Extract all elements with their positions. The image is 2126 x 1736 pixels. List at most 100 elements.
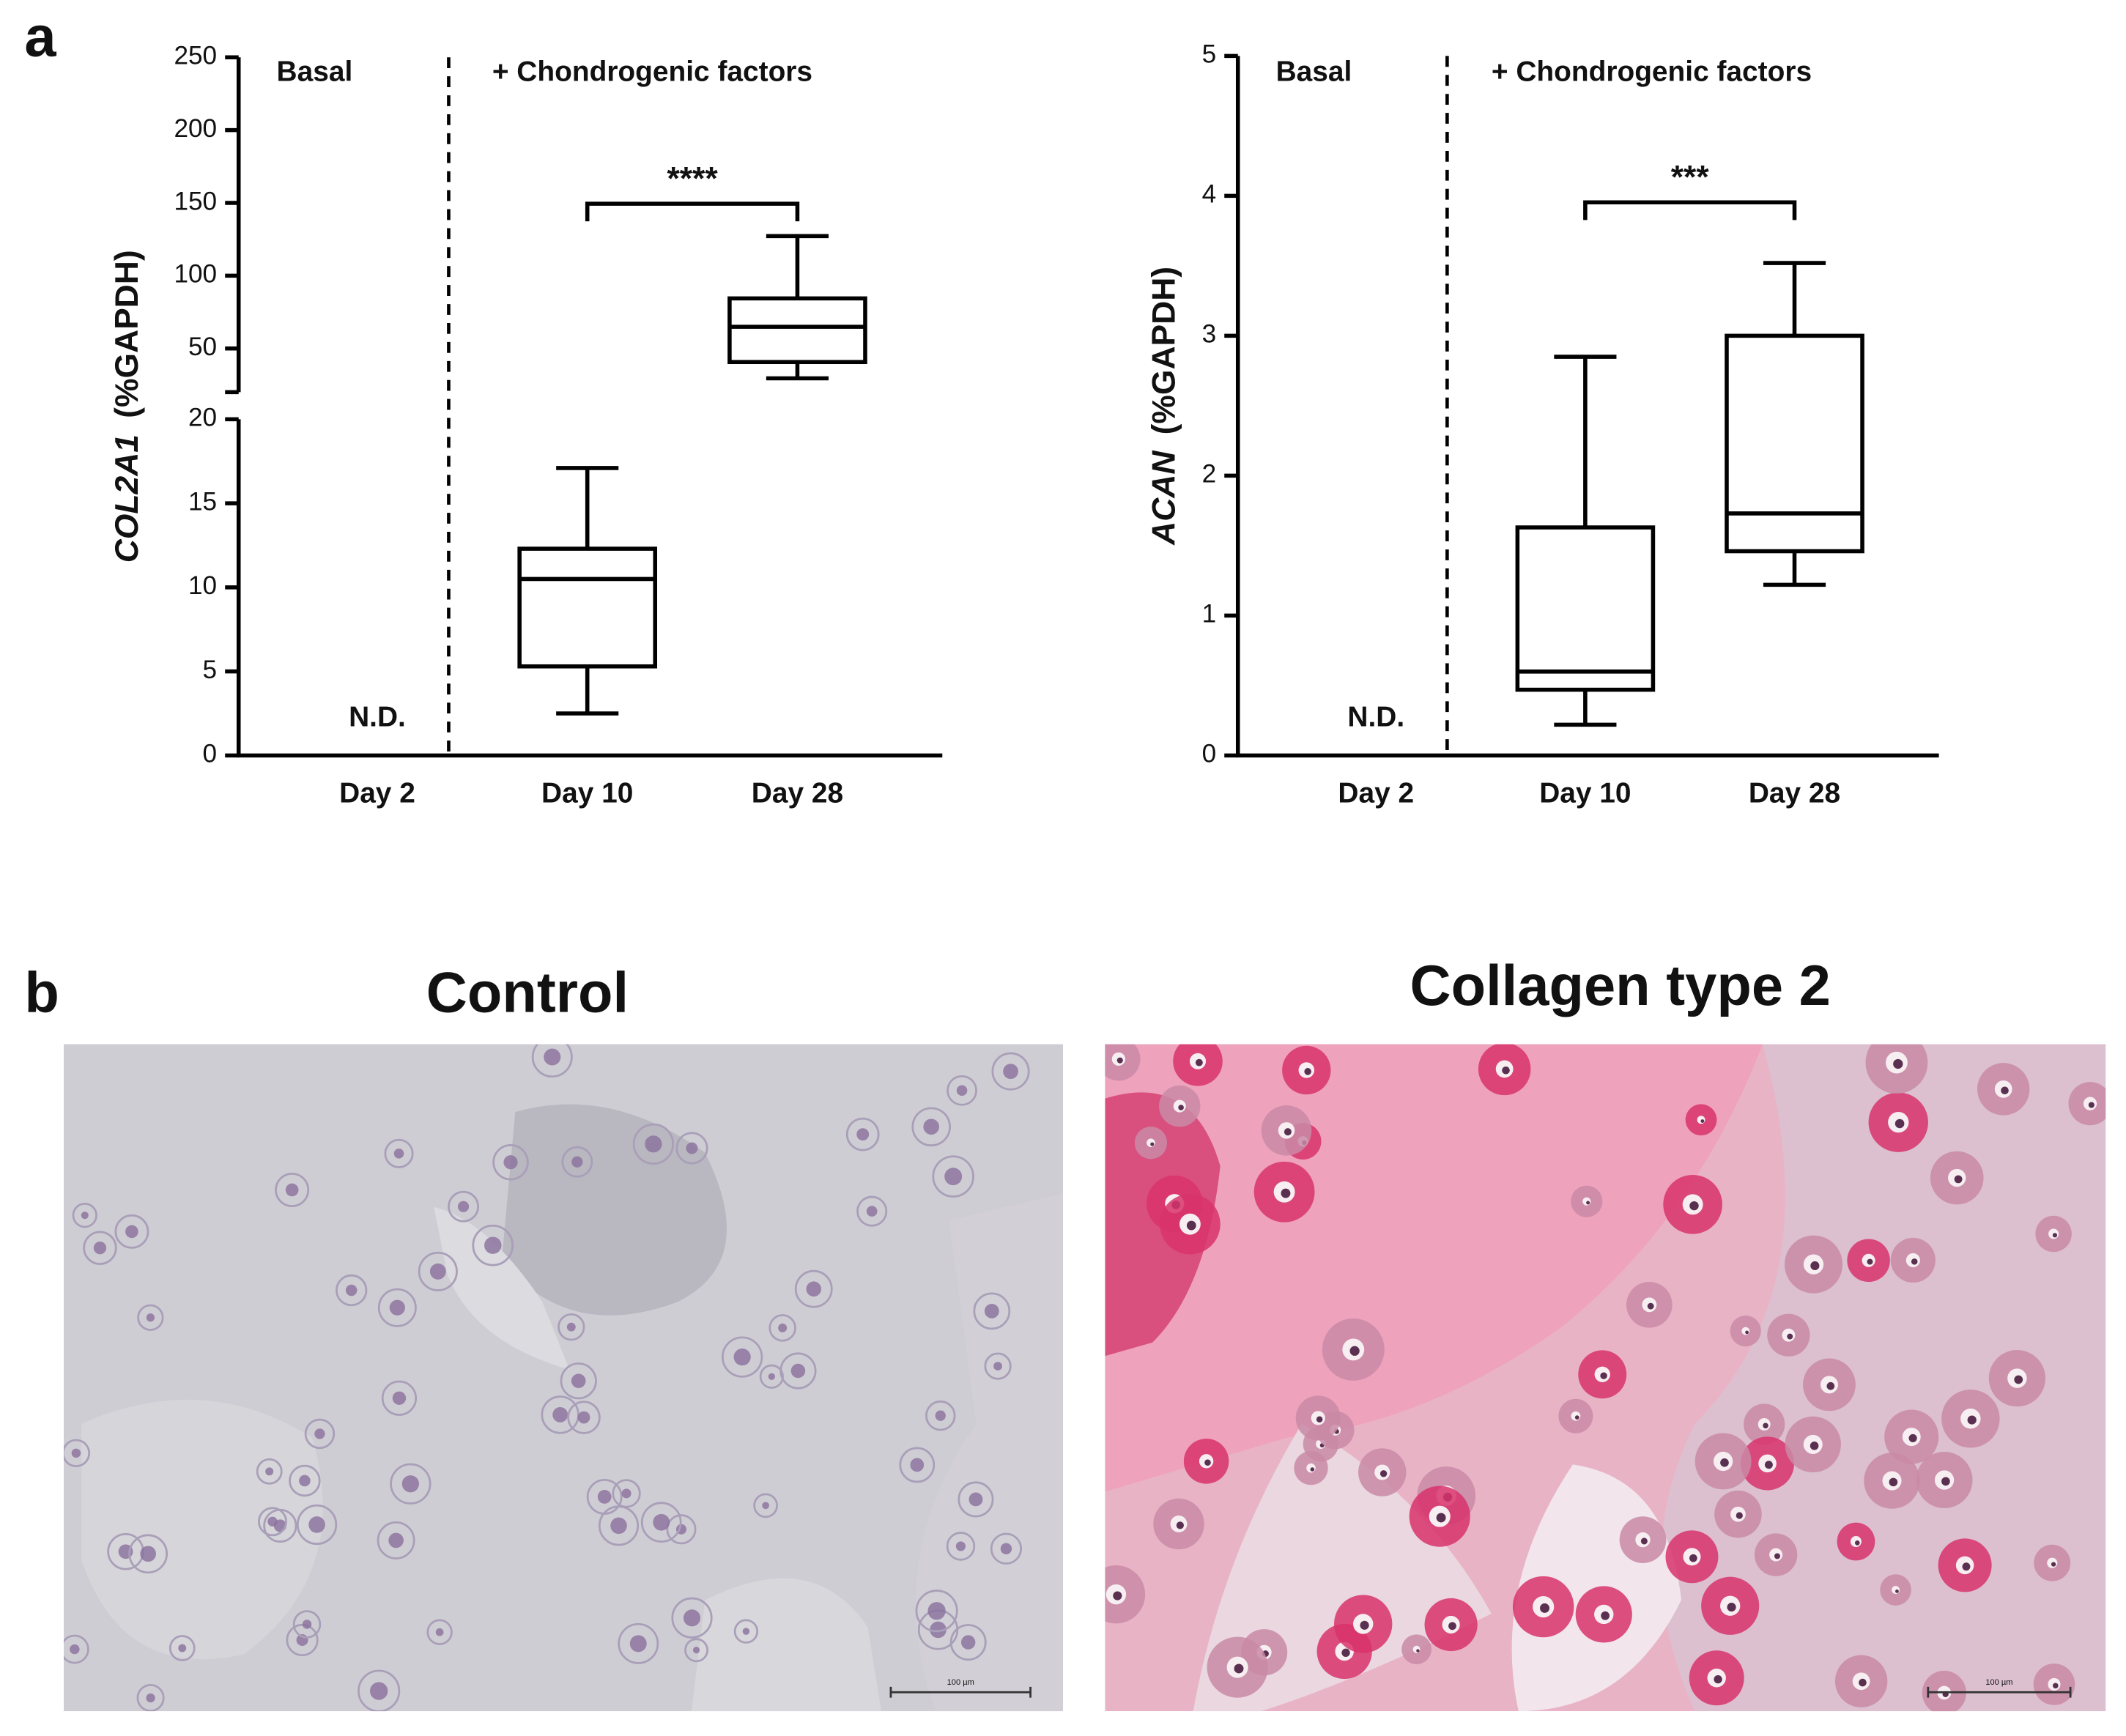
nucleus (1895, 1590, 1899, 1593)
cell (666, 1514, 697, 1545)
significance-bracket (585, 201, 800, 222)
nucleus (457, 1201, 470, 1212)
nucleus (2088, 1102, 2094, 1108)
nucleus (1234, 1663, 1244, 1674)
nucleus (1736, 1512, 1743, 1519)
cell (258, 1507, 287, 1537)
cell (128, 1534, 168, 1574)
nucleus (1379, 1470, 1388, 1477)
nucleus (762, 1502, 769, 1510)
nucleus (1854, 1540, 1860, 1546)
nucleus (1540, 1603, 1550, 1613)
cell (856, 1195, 888, 1227)
nucleus (1689, 1554, 1697, 1562)
cell (286, 1623, 319, 1657)
nucleus (866, 1206, 878, 1217)
nucleus (435, 1628, 444, 1636)
nucleus (1893, 1058, 1903, 1069)
x-tick-label: Day 2 (339, 777, 415, 809)
nucleus (571, 1373, 586, 1389)
y-tick-label: 2 (1202, 460, 1217, 489)
nucleus (1826, 1381, 1835, 1390)
cell (984, 1352, 1012, 1380)
nucleus (1316, 1416, 1323, 1423)
nucleus (993, 1362, 1002, 1370)
nucleus (1894, 1119, 1905, 1129)
significance-bracket (1583, 200, 1797, 220)
nucleus (653, 1513, 670, 1531)
cell (63, 1439, 91, 1468)
nucleus (1178, 1105, 1184, 1110)
nucleus (960, 1635, 976, 1650)
nucleus (1116, 1057, 1123, 1064)
nucleus (2001, 1086, 2009, 1095)
cell (733, 1619, 759, 1644)
cell (759, 1364, 784, 1389)
nucleus (1859, 1678, 1867, 1687)
x-tick-label: Day 28 (1749, 777, 1840, 809)
nucleus (429, 1263, 446, 1280)
nucleus (2014, 1375, 2023, 1384)
significance-label: **** (667, 160, 719, 196)
y-tick-label: 5 (203, 656, 218, 684)
nucleus (503, 1155, 518, 1170)
nucleus (1150, 1142, 1155, 1146)
nucleus (2052, 1683, 2059, 1689)
cell (275, 1172, 310, 1207)
nucleus (768, 1373, 776, 1380)
cell (612, 1479, 641, 1508)
x-tick-label: Day 28 (752, 777, 843, 809)
y-label-unit: (%GAPDH) (109, 250, 145, 418)
cell (949, 1624, 987, 1661)
lacuna (1582, 1197, 1591, 1206)
cell (83, 1231, 117, 1265)
nucleus (389, 1299, 405, 1316)
x-tick-label: Day 2 (1338, 777, 1414, 809)
y-tick-label: 20 (188, 404, 217, 432)
nucleus (146, 1313, 155, 1322)
y-tick-label: 250 (174, 42, 217, 70)
nucleus (1003, 1064, 1018, 1079)
cell (358, 1669, 401, 1712)
y-tick-label: 1 (1202, 600, 1217, 628)
y-label-gene: COL2A1 (109, 434, 145, 563)
nucleus (1689, 1201, 1699, 1211)
y-tick-label: 15 (188, 487, 217, 516)
cell (426, 1619, 453, 1645)
nucleus (1349, 1346, 1360, 1356)
cell (632, 1123, 675, 1165)
image-title: Control (426, 961, 629, 1024)
nucleus (629, 1635, 647, 1652)
cell (137, 1304, 164, 1331)
nucleus (70, 1644, 80, 1655)
nucleus (930, 1621, 947, 1639)
y-tick-label: 4 (1202, 180, 1217, 209)
nucleus (267, 1516, 278, 1527)
nucleus (1962, 1562, 1971, 1571)
nucleus (484, 1236, 502, 1254)
nucleus (1745, 1330, 1749, 1335)
cell (947, 1075, 977, 1106)
nucleus (81, 1212, 89, 1220)
box (1515, 525, 1656, 692)
nucleus (1640, 1537, 1648, 1545)
nucleus (984, 1303, 999, 1318)
y-axis-label: COL2A1 (%GAPDH) (109, 250, 145, 563)
cell (377, 1521, 415, 1559)
cell (558, 1313, 585, 1341)
nucleus (1113, 1591, 1122, 1600)
nucleus (944, 1168, 963, 1186)
nucleus (1284, 1128, 1292, 1136)
cell (531, 1044, 573, 1078)
group-label: Basal (1276, 56, 1352, 88)
nucleus (265, 1467, 274, 1476)
nucleus (806, 1281, 822, 1297)
nucleus (683, 1609, 701, 1627)
nucleus (299, 1475, 311, 1487)
nucleus (285, 1183, 299, 1197)
cell (304, 1418, 336, 1450)
nucleus (790, 1363, 806, 1379)
cell (991, 1052, 1030, 1091)
